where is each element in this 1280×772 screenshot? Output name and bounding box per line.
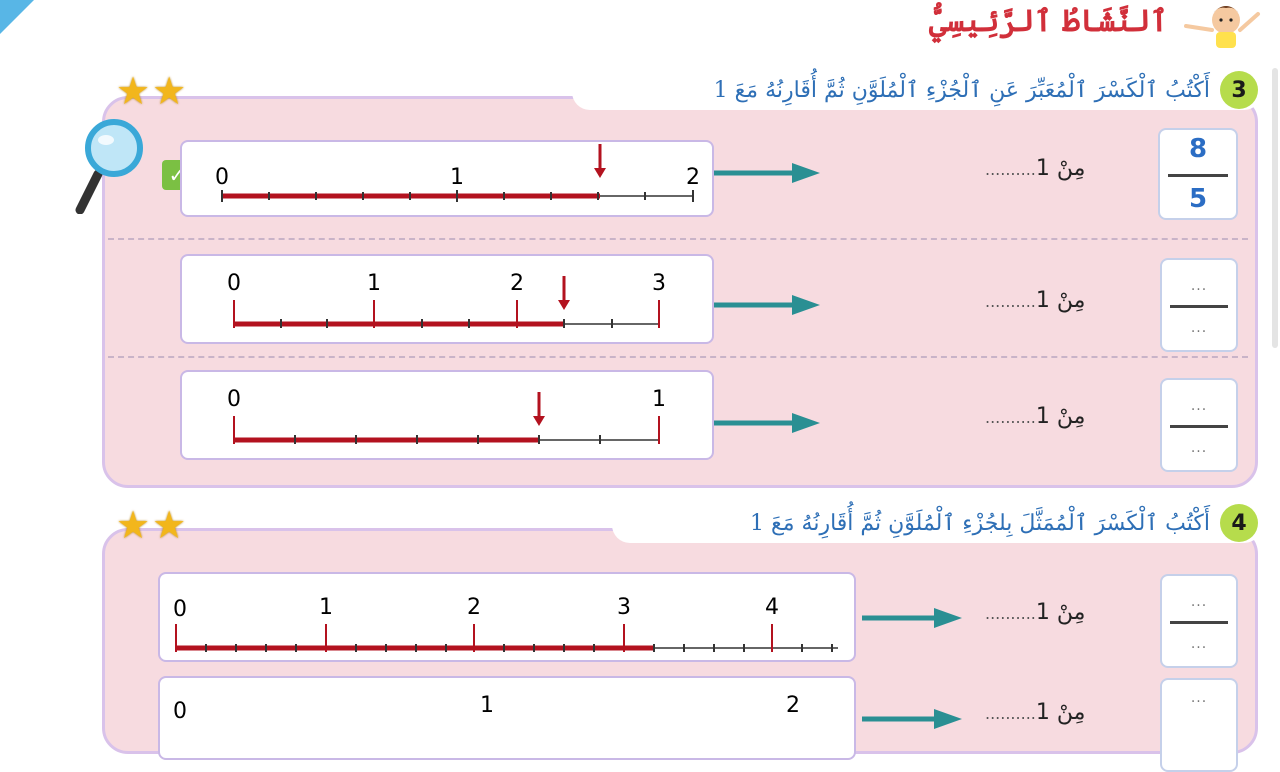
tick-label: 1: [319, 595, 333, 620]
fraction-bar: [1170, 305, 1228, 308]
numerator: ...: [1190, 398, 1208, 414]
number-line: 0 1 2 3: [227, 271, 666, 328]
question-3-bar: 3 أَكْتُبُ ٱلْكَسْرَ ٱلْمُعَبِّرَ عَنِ ٱ…: [572, 70, 1262, 110]
pointer-arrow: [558, 276, 570, 310]
denominator: ...: [1190, 320, 1208, 336]
fraction-answer[interactable]: 8 5: [1158, 128, 1238, 220]
answer-blank[interactable]: ..........: [985, 292, 1036, 311]
compare-text: مِنْ 1..........: [985, 600, 1086, 625]
fraction-answer[interactable]: ... ...: [1160, 258, 1238, 352]
arrow-right-icon: [714, 295, 820, 315]
magnifier-icon: [75, 119, 143, 214]
question-3-stars: ★ ★: [116, 72, 186, 110]
tick-label: 2: [686, 165, 700, 190]
number-line-box: 0 1 2: [180, 140, 714, 217]
star-icon: ★: [152, 503, 187, 547]
tick-label: 0: [173, 699, 187, 722]
question-4-number: 4: [1220, 504, 1258, 542]
divider: [108, 238, 1248, 240]
answer-blank[interactable]: ..........: [985, 408, 1036, 427]
tick-label: 1: [450, 165, 464, 190]
star-icon: ★: [152, 69, 187, 113]
mascot-icon: [1184, 6, 1260, 48]
tick-label: 0: [227, 271, 241, 296]
numerator: ...: [1190, 594, 1208, 610]
number-line: 0 1 2: [215, 144, 700, 202]
compare-text: مِنْ 1..........: [985, 700, 1086, 725]
tick-label: 0: [227, 387, 241, 412]
star-icon: ★: [116, 503, 151, 547]
tick-label: 0: [215, 165, 229, 190]
fraction-answer[interactable]: ...: [1160, 678, 1238, 772]
numerator: ...: [1190, 278, 1208, 294]
tick-label: 3: [652, 271, 666, 296]
compare-text: مِنْ 1..........: [985, 404, 1086, 429]
numerator: 8: [1188, 134, 1208, 164]
fraction-answer[interactable]: ... ...: [1160, 574, 1238, 668]
question-3-number: 3: [1220, 71, 1258, 109]
tick-label: 2: [467, 595, 481, 620]
answer-blank[interactable]: ..........: [985, 160, 1036, 179]
star-icon: ★: [116, 69, 151, 113]
numerator: ...: [1190, 690, 1208, 706]
denominator: ...: [1190, 440, 1208, 456]
pointer-arrow: [594, 144, 606, 178]
arrow-right-icon: [714, 163, 820, 183]
number-line: 0 1 2: [173, 693, 800, 724]
number-line-box: 0 1 2 3: [180, 254, 714, 344]
tick-label: 2: [510, 271, 524, 296]
tick-label: 3: [617, 595, 631, 620]
denominator: ...: [1190, 636, 1208, 652]
arrow-right-icon: [714, 413, 820, 433]
pointer-arrow: [533, 392, 545, 426]
fraction-answer[interactable]: ... ...: [1160, 378, 1238, 472]
divider: [108, 356, 1248, 358]
corner-decoration: [0, 0, 34, 34]
arrow-right-icon: [862, 709, 962, 729]
tick-label: 4: [765, 595, 779, 620]
number-line: 0 1 2 3 4: [173, 595, 838, 652]
question-4-text: أَكْتُبُ ٱلْكَسْرَ ٱلْمُمَثَّلَ بِلجُزْء…: [750, 510, 1210, 536]
compare-text: مِنْ 1..........: [985, 288, 1086, 313]
answer-blank[interactable]: ..........: [985, 704, 1036, 723]
tick-label: 0: [173, 597, 187, 622]
page-title: ٱلنَّشَاطُ ٱلرَّئِيسِيُّ: [929, 4, 1168, 39]
question-3-text: أَكْتُبُ ٱلْكَسْرَ ٱلْمُعَبِّرَ عَنِ ٱلْ…: [713, 77, 1210, 103]
compare-text: مِنْ 1..........: [985, 156, 1086, 181]
number-line-box: 0 1 2 3 4: [158, 572, 856, 662]
tick-label: 1: [367, 271, 381, 296]
number-line: 0 1: [227, 387, 666, 444]
scrollbar[interactable]: [1272, 68, 1278, 348]
question-4-stars: ★ ★: [116, 506, 186, 544]
tick-label: 2: [786, 693, 800, 718]
number-line-box: 0 1: [180, 370, 714, 460]
fraction-bar: [1170, 621, 1228, 624]
arrow-right-icon: [862, 608, 962, 628]
tick-label: 1: [480, 693, 494, 718]
fraction-bar: [1170, 425, 1228, 428]
number-line-box: 0 1 2: [158, 676, 856, 760]
question-4-bar: 4 أَكْتُبُ ٱلْكَسْرَ ٱلْمُمَثَّلَ بِلجُز…: [612, 503, 1262, 543]
denominator: 5: [1188, 184, 1208, 214]
tick-label: 1: [652, 387, 666, 412]
fraction-bar: [1168, 174, 1228, 177]
answer-blank[interactable]: ..........: [985, 604, 1036, 623]
